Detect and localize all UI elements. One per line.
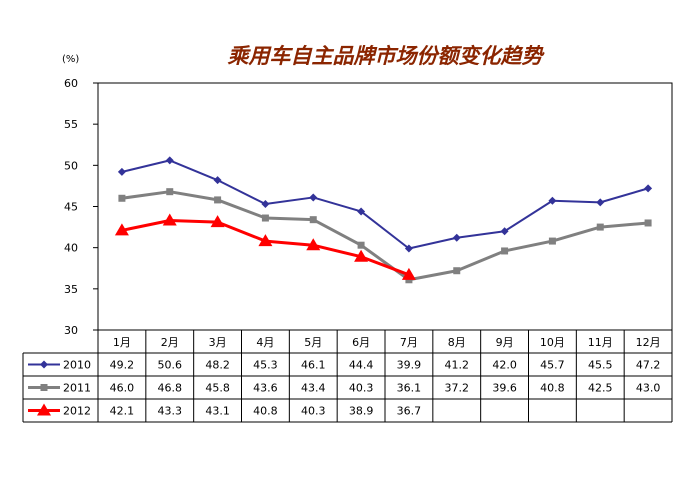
square-marker (309, 216, 317, 224)
square-marker (501, 247, 509, 255)
diamond-marker (596, 198, 605, 207)
data-label: 43.4 (301, 382, 326, 395)
y-tick-label: 55 (64, 118, 78, 131)
x-tick-label: 10月 (540, 336, 565, 349)
diamond-marker (40, 360, 48, 369)
diamond-marker (309, 193, 318, 202)
square-marker (40, 384, 48, 391)
x-tick-label: 7月 (400, 336, 418, 349)
triangle-marker (258, 234, 273, 247)
x-tick-label: 1月 (113, 336, 131, 349)
data-label: 43.3 (158, 405, 183, 418)
data-label: 42.1 (110, 405, 135, 418)
legend-label: 2012 (63, 405, 91, 418)
data-label: 47.2 (636, 359, 661, 372)
data-label: 44.4 (349, 359, 374, 372)
y-tick-label: 60 (64, 77, 78, 90)
x-tick-label: 12月 (636, 336, 661, 349)
data-label: 40.8 (540, 382, 565, 395)
y-tick-label: 35 (64, 283, 78, 296)
chart-title: 乘用车自主品牌市场份额变化趋势 (228, 43, 546, 68)
x-tick-label: 9月 (496, 336, 514, 349)
square-marker (357, 241, 365, 249)
data-label: 38.9 (349, 405, 374, 418)
data-label: 36.1 (397, 382, 422, 395)
data-label: 43.1 (205, 405, 230, 418)
x-tick-label: 4月 (256, 336, 274, 349)
x-tick-label: 2月 (161, 336, 179, 349)
diamond-marker (213, 176, 222, 185)
square-marker (453, 267, 461, 275)
data-label: 37.2 (445, 382, 470, 395)
triangle-marker (210, 215, 225, 228)
diamond-marker (165, 156, 174, 165)
square-marker (596, 223, 604, 231)
y-tick-label: 45 (64, 201, 78, 214)
data-label: 45.7 (540, 359, 565, 372)
x-tick-label: 3月 (209, 336, 227, 349)
legend-label: 2011 (63, 382, 91, 395)
triangle-marker (114, 223, 129, 236)
y-tick-label: 30 (64, 324, 78, 337)
diamond-marker (117, 167, 126, 176)
y-tick-label: 50 (64, 159, 78, 172)
data-label: 45.5 (588, 359, 613, 372)
y-tick-label: 40 (64, 242, 78, 255)
square-marker (214, 196, 222, 204)
triangle-marker (401, 267, 416, 280)
data-label: 45.3 (253, 359, 278, 372)
data-label: 36.7 (397, 405, 422, 418)
square-marker (644, 219, 652, 227)
square-marker (166, 188, 174, 196)
square-marker (548, 237, 556, 245)
data-label: 49.2 (110, 359, 135, 372)
triangle-marker (162, 213, 177, 226)
data-label: 40.8 (253, 405, 278, 418)
data-label: 48.2 (205, 359, 230, 372)
data-label: 46.8 (158, 382, 183, 395)
diamond-marker (261, 200, 270, 209)
data-label: 45.8 (205, 382, 230, 395)
square-marker (118, 194, 126, 202)
series-line-2011 (121, 190, 649, 282)
data-label: 39.9 (397, 359, 422, 372)
data-label: 40.3 (349, 382, 374, 395)
diamond-marker (452, 233, 461, 242)
y-unit-label: (%) (62, 54, 79, 65)
triangle-marker (37, 403, 51, 416)
square-marker (261, 214, 269, 222)
data-label: 43.0 (636, 382, 661, 395)
series-line-2010 (121, 159, 649, 250)
x-tick-label: 8月 (448, 336, 466, 349)
triangle-marker (354, 249, 369, 262)
data-label: 46.1 (301, 359, 326, 372)
data-label: 40.3 (301, 405, 326, 418)
data-label: 39.6 (492, 382, 517, 395)
data-label: 43.6 (253, 382, 278, 395)
diamond-marker (548, 196, 557, 205)
data-label: 46.0 (110, 382, 135, 395)
data-label: 41.2 (445, 359, 470, 372)
data-label: 50.6 (158, 359, 183, 372)
legend-label: 2010 (63, 359, 91, 372)
x-tick-label: 6月 (352, 336, 370, 349)
diamond-marker (644, 184, 653, 193)
plot-area-border (97, 82, 673, 331)
x-tick-label: 11月 (588, 336, 613, 349)
data-label: 42.5 (588, 382, 613, 395)
diamond-marker (357, 207, 366, 216)
data-label: 42.0 (492, 359, 517, 372)
diamond-marker (500, 227, 509, 236)
x-tick-label: 5月 (304, 336, 322, 349)
diamond-marker (404, 244, 413, 253)
triangle-marker (306, 238, 321, 251)
